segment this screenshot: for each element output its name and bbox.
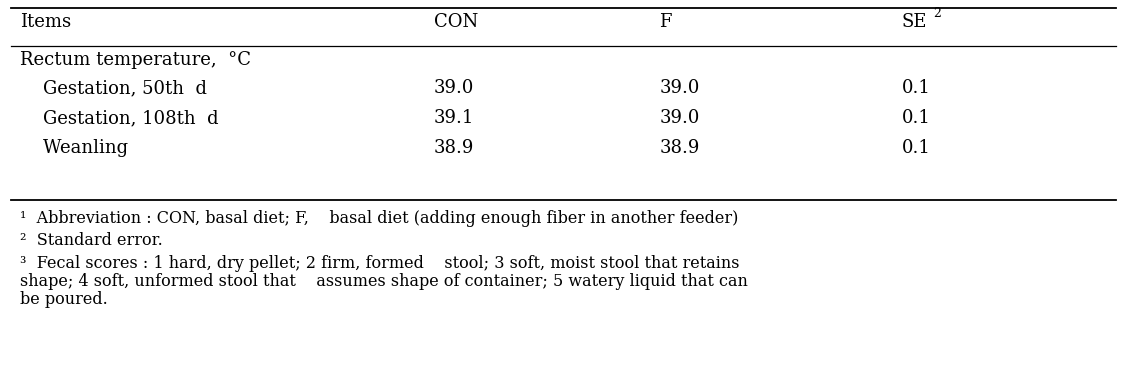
Text: 0.1: 0.1 — [902, 79, 931, 97]
Text: CON: CON — [434, 13, 478, 31]
Text: ³  Fecal scores : 1 hard, dry pellet; 2 firm, formed    stool; 3 soft, moist sto: ³ Fecal scores : 1 hard, dry pellet; 2 f… — [20, 255, 739, 272]
Text: Items: Items — [20, 13, 71, 31]
Text: 39.1: 39.1 — [434, 109, 474, 127]
Text: 0.1: 0.1 — [902, 109, 931, 127]
Text: 0.1: 0.1 — [902, 139, 931, 157]
Text: 2: 2 — [933, 7, 941, 20]
Text: ²  Standard error.: ² Standard error. — [20, 232, 163, 249]
Text: be poured.: be poured. — [20, 291, 108, 308]
Text: 39.0: 39.0 — [659, 109, 700, 127]
Text: Rectum temperature,  °C: Rectum temperature, °C — [20, 51, 251, 69]
Text: shape; 4 soft, unformed stool that    assumes shape of container; 5 watery liqui: shape; 4 soft, unformed stool that assum… — [20, 273, 748, 290]
Text: Weanling: Weanling — [20, 139, 128, 157]
Text: Gestation, 50th  d: Gestation, 50th d — [20, 79, 207, 97]
Text: F: F — [659, 13, 672, 31]
Text: ¹  Abbreviation : CON, basal diet; F,    basal diet (adding enough fiber in anot: ¹ Abbreviation : CON, basal diet; F, bas… — [20, 210, 738, 227]
Text: SE: SE — [902, 13, 928, 31]
Text: 39.0: 39.0 — [434, 79, 474, 97]
Text: 39.0: 39.0 — [659, 79, 700, 97]
Text: 38.9: 38.9 — [434, 139, 474, 157]
Text: Gestation, 108th  d: Gestation, 108th d — [20, 109, 219, 127]
Text: 38.9: 38.9 — [659, 139, 700, 157]
